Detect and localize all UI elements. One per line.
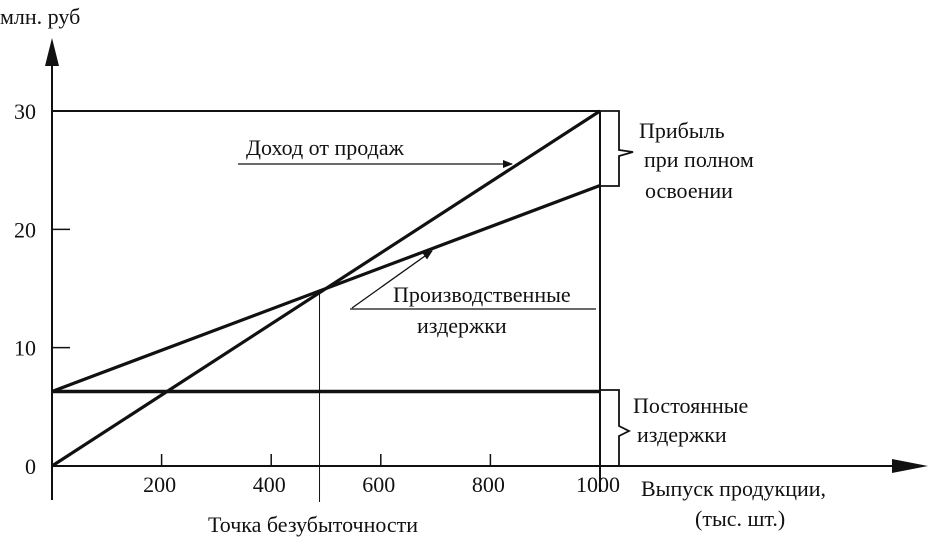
x-axis-label-unit: (тыс. шт.) bbox=[695, 506, 785, 531]
fixed-costs-label-2: издержки bbox=[637, 422, 727, 447]
series-line-2 bbox=[51, 184, 601, 393]
fixed-costs-label: Постоянные bbox=[633, 393, 748, 418]
fixed-costs-bracket bbox=[600, 389, 632, 466]
production-costs-label: Производственные bbox=[393, 282, 571, 307]
profit-label-3: освоении bbox=[645, 178, 733, 203]
revenue-label: Доход от продаж bbox=[246, 135, 405, 160]
break-even-label: Точка безубыточности bbox=[208, 512, 418, 537]
x-tick-label: 400 bbox=[253, 472, 286, 497]
x-tick-label: 600 bbox=[362, 472, 395, 497]
x-axis-arrow-icon bbox=[892, 459, 928, 473]
x-tick-label: 200 bbox=[143, 472, 176, 497]
y-axis-arrow-icon bbox=[45, 38, 59, 66]
y-tick-label: 0 bbox=[25, 454, 36, 479]
profit-label-2: при полном bbox=[644, 147, 754, 172]
y-tick-label: 30 bbox=[14, 99, 36, 124]
x-tick-label: 1000 bbox=[576, 472, 620, 497]
production-costs-pointer-arrow bbox=[351, 250, 433, 309]
x-axis-label: Выпуск продукции, bbox=[641, 476, 826, 501]
profit-label: Прибыль bbox=[639, 118, 725, 143]
y-tick-label: 10 bbox=[14, 336, 36, 361]
x-tick-label: 800 bbox=[472, 472, 505, 497]
production-costs-label-2: издержки bbox=[417, 313, 507, 338]
profit-bracket bbox=[600, 110, 634, 187]
y-axis-label: млн. руб bbox=[0, 4, 80, 29]
y-tick-label: 20 bbox=[14, 217, 36, 242]
